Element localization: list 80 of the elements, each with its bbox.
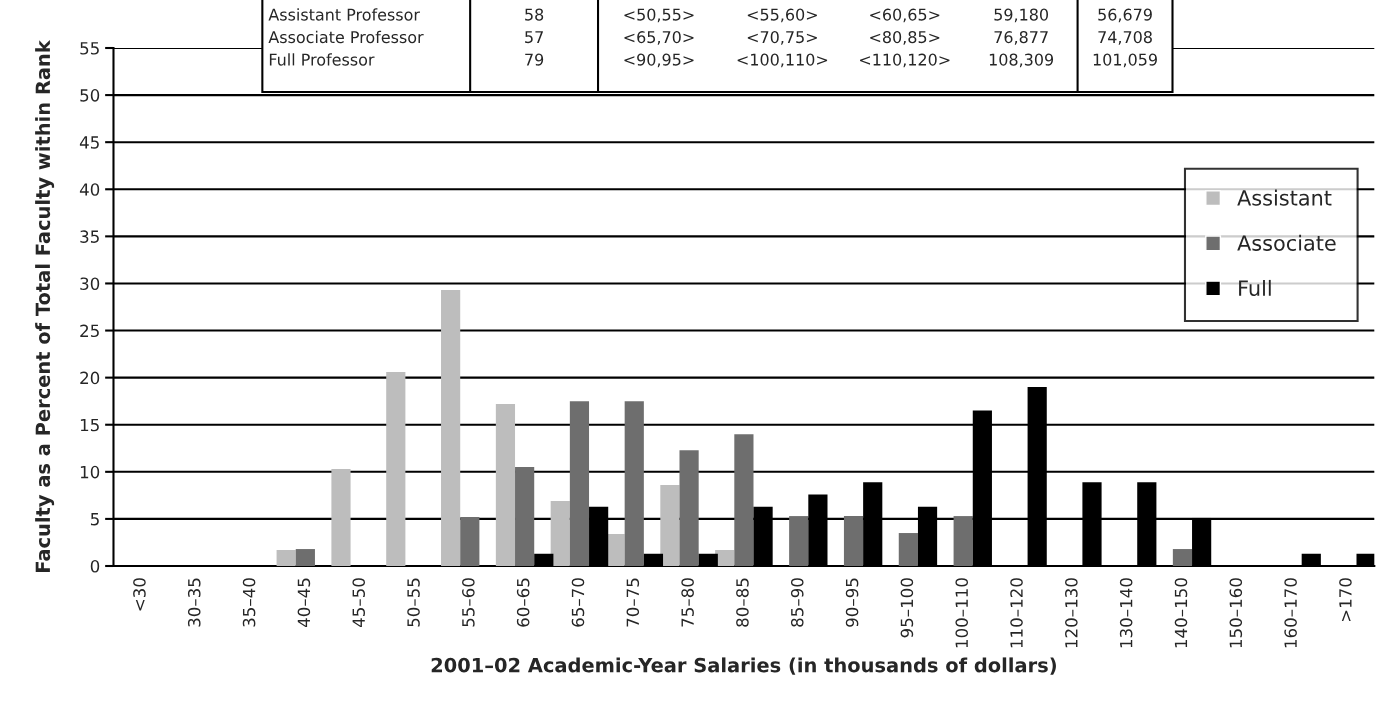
bar: [679, 450, 699, 566]
annotation: <90,95>: [624, 53, 694, 68]
bar: [660, 485, 680, 566]
x-tick-label: 100–110: [955, 578, 969, 648]
text: <55,60>: [747, 8, 817, 23]
y-tick-label: 15: [80, 418, 99, 432]
y-tick-label: 35: [80, 230, 99, 243]
y-tick-label: 50: [80, 89, 100, 102]
text: 76,877: [994, 31, 1048, 45]
y-tick-label: 0: [90, 559, 100, 573]
text: Associate Professor: [268, 30, 424, 44]
x-tick-label: 45–50: [352, 578, 366, 628]
bar: [1172, 549, 1193, 566]
bar: [495, 404, 516, 566]
x-tick-label: 30–35: [187, 578, 201, 627]
annotation: <110,120>: [860, 53, 950, 68]
text: Assistant Professor: [268, 8, 420, 21]
y-tick-label: 40: [79, 183, 100, 196]
text: 58: [525, 8, 544, 21]
text: 59,180: [994, 8, 1049, 23]
y-tick-label: 45: [79, 136, 99, 149]
y-axis-title: Faculty as a Percent of Total Faculty within Rank: [35, 39, 55, 572]
bar: [276, 549, 296, 566]
bar: [441, 290, 461, 566]
x-tick-label: 95–100: [900, 578, 914, 638]
x-tick-label: <30: [133, 578, 146, 611]
bar: [624, 401, 644, 566]
x-tick-label: 85–90: [790, 578, 804, 627]
x-tick-label: 80–85: [736, 578, 749, 627]
x-tick-label: 160–170: [1284, 578, 1297, 648]
bar: [550, 501, 570, 566]
legend-label: Associate: [1237, 234, 1336, 251]
y-tick-label: 55: [80, 42, 99, 55]
text: 74,708: [1098, 31, 1152, 45]
bar: [295, 549, 315, 566]
x-axis-title: 2001–02 Academic-Year Salaries (in thousands of dollars): [431, 657, 1056, 675]
x-tick-label: >170: [1339, 578, 1352, 622]
x-tick-label: 40–45: [297, 578, 311, 628]
annotation: 101,059: [1093, 53, 1157, 68]
x-tick-label: 65–70: [571, 578, 585, 627]
bar: [331, 468, 351, 566]
annotation: 79: [525, 53, 544, 66]
x-tick-label: 35–40: [242, 578, 256, 627]
text: <70,75>: [747, 31, 817, 45]
x-tick-label: 70–75: [626, 578, 640, 627]
legend-label: Assistant: [1237, 189, 1332, 206]
y-tick-label: 25: [80, 324, 99, 338]
text: <65,70>: [624, 31, 694, 45]
annotation: Full Professor: [269, 53, 375, 66]
x-tick-label: 90–95: [845, 578, 859, 627]
legend-label: Full: [1239, 279, 1271, 297]
x-tick-label: 55–60: [462, 578, 475, 627]
x-tick-label: 120–130: [1065, 578, 1078, 648]
y-tick-label: 10: [80, 465, 100, 479]
y-tick-label: 5: [90, 513, 99, 526]
text: 57: [525, 31, 543, 44]
x-tick-label: 150–160: [1229, 578, 1243, 648]
bar: [843, 516, 864, 566]
bar: [789, 516, 809, 566]
bar: [734, 434, 754, 566]
text: 56,679: [1098, 8, 1152, 23]
text: <50,55>: [624, 8, 694, 23]
bar: [386, 371, 406, 566]
text: <60,65>: [870, 8, 940, 23]
x-tick-label: 60–65: [516, 578, 530, 627]
bar: [460, 517, 480, 566]
y-tick-label: 20: [80, 371, 100, 385]
bar: [898, 533, 918, 566]
y-tick-label: 30: [80, 277, 100, 291]
annotation: <100,110>: [737, 53, 828, 68]
annotation: 108,309: [989, 53, 1054, 68]
x-tick-label: 130–140: [1119, 578, 1133, 648]
text: <80,85>: [870, 31, 940, 45]
x-tick-label: 75–80: [681, 578, 694, 627]
x-tick-label: 110–120: [1010, 578, 1023, 648]
x-tick-label: 140–150: [1174, 578, 1188, 648]
bar: [569, 401, 590, 566]
x-tick-label: 50–55: [407, 578, 420, 627]
bar: [515, 467, 535, 566]
bar: [953, 516, 973, 566]
